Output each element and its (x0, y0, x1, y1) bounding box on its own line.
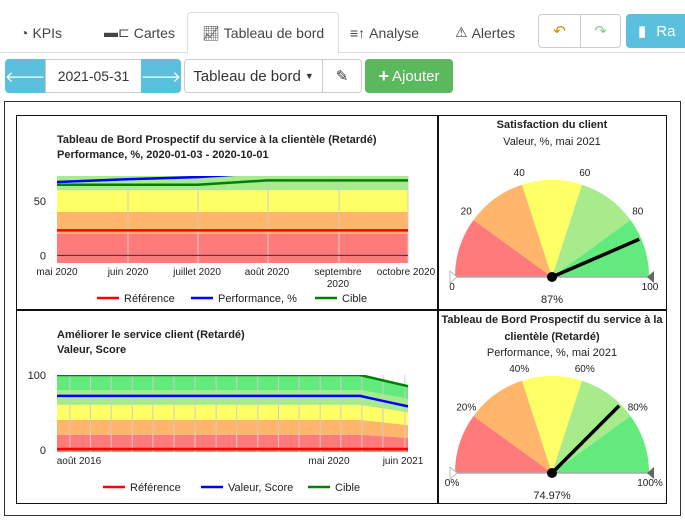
gauge-band-4 (552, 219, 649, 277)
y-tick-label: 50 (34, 196, 46, 208)
edit-button[interactable]: ✎ (322, 59, 362, 93)
x-tick-label: août 2020 (245, 267, 290, 278)
y-tick-label: 0 (40, 250, 46, 262)
gauge-title: Tableau de Bord Prospectif du service à … (441, 314, 663, 343)
y-tick-label: 100 (28, 370, 46, 382)
add-button[interactable]: + Ajouter (365, 59, 453, 93)
gauge-tick-label: 0% (445, 478, 460, 489)
gauge-tick-label: 20% (456, 403, 476, 414)
undo-icon: ↶ (553, 23, 566, 40)
gauge-tick-label: 100 (642, 282, 659, 293)
gauge-subtitle: Performance, %, mai 2021 (487, 347, 617, 359)
dashboard-area (4, 101, 681, 516)
gauge-tick-label: 40 (514, 168, 526, 179)
gauge-needle (550, 404, 621, 475)
legend-label: Référence (130, 482, 181, 494)
gauge-tick-label: 100% (637, 478, 663, 489)
min-marker-icon (449, 465, 458, 481)
tab-tableau-de-bord[interactable]: 📈︎ Tableau de bord (187, 12, 340, 54)
chart-title: Améliorer le service client (Retardé) (57, 329, 245, 341)
band-0 (57, 233, 408, 263)
series-line-2 (57, 375, 409, 388)
arrow-left-icon: 🡐 (4, 68, 46, 86)
gauge-needle-hub (547, 468, 557, 478)
gauge-band-1 (473, 380, 552, 473)
series-line-2 (57, 179, 408, 186)
gauge-tick-label: 60% (575, 364, 595, 375)
gauge-icon: ◔ (20, 24, 29, 41)
redo-button[interactable]: ↷ (580, 14, 621, 48)
max-marker-icon (647, 467, 654, 479)
tab-kpis[interactable]: ◔ KPIs (20, 24, 63, 41)
caret-down-icon: ▼ (304, 71, 314, 81)
gauge-band-2 (522, 375, 582, 473)
gauge-tick-label: 60 (579, 168, 591, 179)
x-tick-label: mai 2020 (308, 456, 350, 467)
tab-cartes[interactable]: ▬⊏ Cartes (104, 24, 175, 41)
y-tick-label: 0 (40, 445, 46, 457)
gauge-value: 87% (541, 294, 563, 306)
x-tick-label: octobre 2020 (377, 267, 436, 278)
bar-chart-icon: ▮ (638, 23, 647, 40)
gauge-band-3 (552, 184, 631, 277)
gauge-value: 74.97% (533, 490, 571, 502)
x-tick-label: juin 2020 (107, 267, 149, 278)
x-tick-label: juillet 2020 (172, 267, 221, 278)
chart-subtitle: Valeur, Score (57, 344, 126, 356)
prev-date-button[interactable]: 🡐 (5, 59, 45, 93)
band-1 (57, 211, 408, 234)
series-line-1 (57, 176, 236, 184)
tab-alertes[interactable]: ⚠ Alertes (455, 24, 516, 41)
report-button[interactable]: ▮ Ra (626, 14, 685, 48)
sitemap-icon: ▬⊏ (104, 24, 130, 40)
legend-label: Valeur, Score (228, 482, 293, 494)
legend-label: Cible (335, 482, 360, 494)
gauge-needle (551, 237, 640, 279)
gauge-band-0 (454, 415, 552, 473)
gauge-band-0 (454, 219, 552, 277)
gauge-needle-hub (547, 272, 557, 282)
chart-title: Tableau de Bord Prospectif du service à … (57, 134, 377, 146)
tab-analyse[interactable]: ≡↑ Analyse (350, 24, 419, 41)
gauge-subtitle: Valeur, %, mai 2021 (503, 136, 601, 148)
max-marker-icon (647, 271, 654, 283)
sort-amount-icon: ≡↑ (350, 24, 366, 41)
band-2 (57, 190, 408, 212)
nav-tabs: ◔ KPIs ▬⊏ Cartes 📈︎ Tableau de bord ≡↑ Analy… (0, 0, 685, 54)
gauge-title: Satisfaction du client (497, 119, 608, 131)
gauge-tick-label: 20 (461, 207, 473, 218)
edit-icon: ✎ (335, 68, 349, 85)
gauge-band-1 (473, 184, 552, 277)
x-tick-label: mai 2020 (36, 267, 78, 278)
series-line-1 (57, 394, 409, 408)
gauge-tick-label: 80 (632, 207, 644, 218)
gauge-band-2 (522, 179, 582, 277)
legend-label: Performance, % (218, 293, 297, 305)
line-chart-icon: 📈︎ (202, 24, 220, 41)
legend-label: Cible (342, 293, 367, 305)
redo-icon: ↷ (594, 23, 607, 40)
gauge-tick-label: 0 (449, 282, 455, 293)
chart-subtitle: Performance, %, 2020-01-03 - 2020-10-01 (57, 149, 269, 161)
x-tick-label: août 2016 (57, 456, 102, 467)
gauge-tick-label: 40% (509, 364, 529, 375)
next-date-button[interactable]: 🡒 (141, 59, 181, 93)
legend-label: Référence (124, 293, 175, 305)
gauge-tick-label: 80% (628, 403, 648, 414)
gauge-band-4 (552, 415, 649, 473)
gauge-band-3 (552, 380, 631, 473)
plus-icon: + (378, 65, 389, 86)
x-tick-label: septembre 2020 (314, 267, 362, 290)
x-tick-label: juin 2021 (382, 456, 424, 467)
arrow-right-icon: 🡒 (140, 68, 182, 86)
warning-icon: ⚠ (455, 24, 468, 40)
min-marker-icon (449, 269, 458, 285)
